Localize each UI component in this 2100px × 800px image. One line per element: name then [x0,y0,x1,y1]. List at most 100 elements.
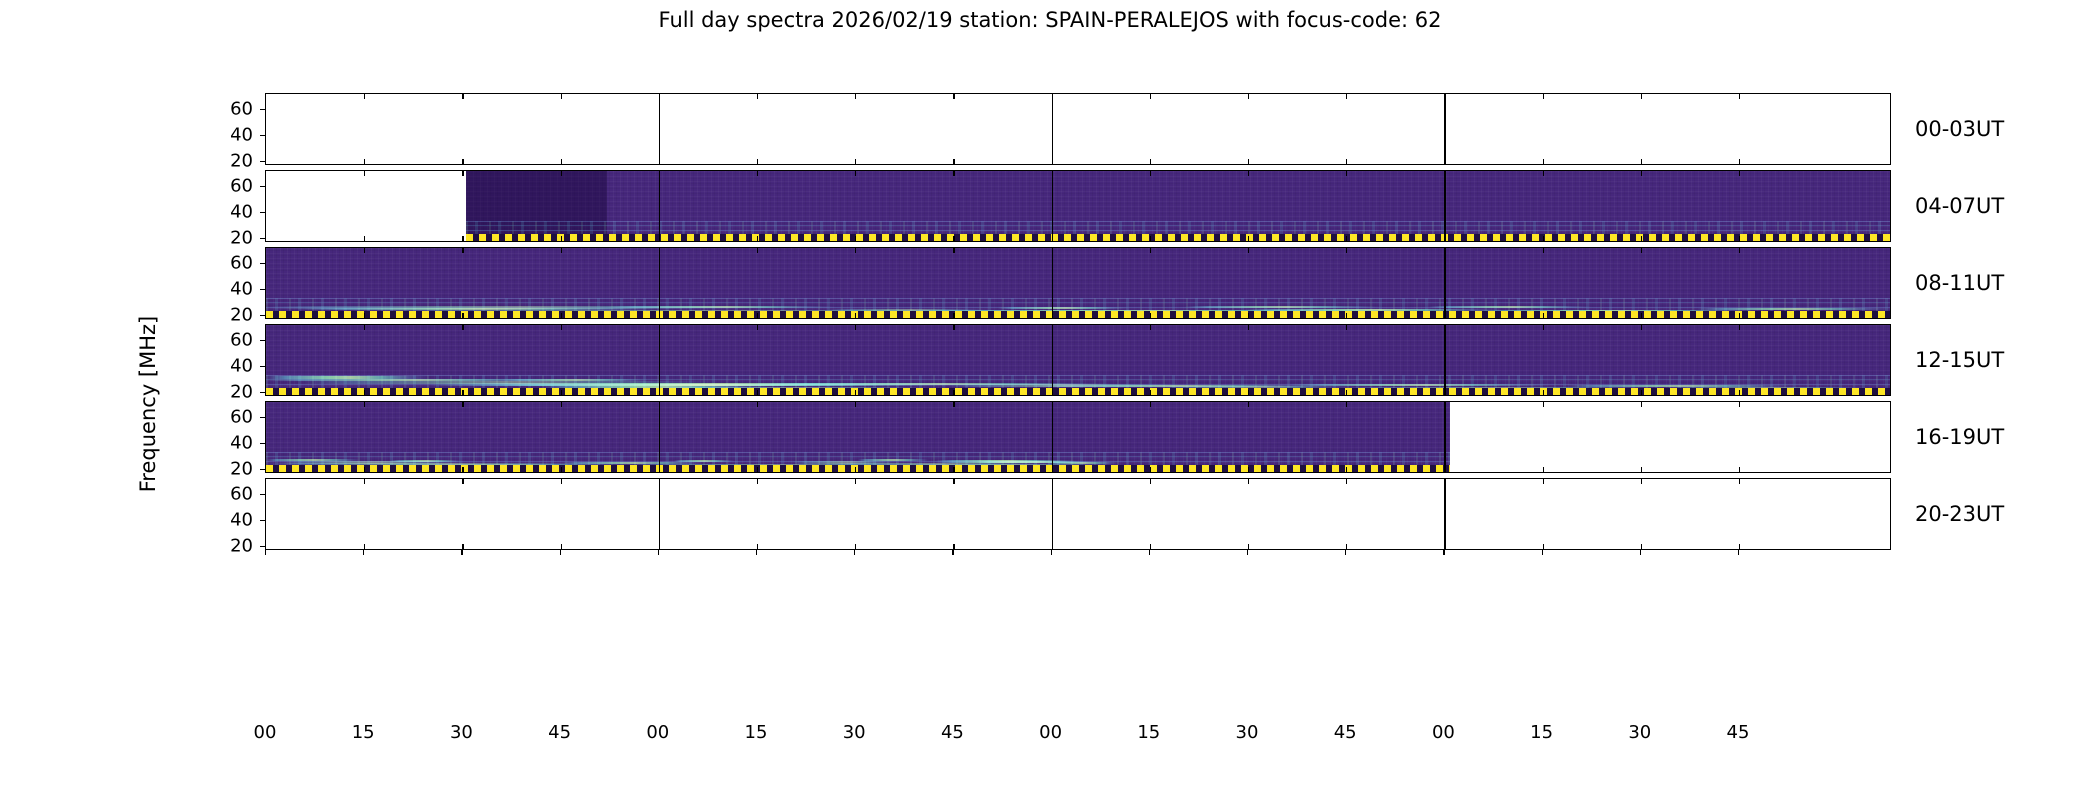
x-tick-top [364,248,366,253]
x-tick-mark [756,550,758,555]
x-tick-mark [854,550,856,555]
spectrogram-texture [465,171,1890,241]
panel-plot-area [266,479,1890,549]
x-tick-bottom [462,390,464,395]
hour-separator-line [1051,402,1053,472]
hour-separator-line [658,402,661,472]
x-tick-bottom [1542,236,1544,241]
x-tick-top [1149,325,1152,330]
baseline-marker-strip [266,388,1890,395]
hour-separator-line [658,479,661,549]
hour-separator-line [1051,479,1053,549]
x-tick-bottom [1739,467,1741,472]
x-tick-bottom [855,467,857,472]
y-tick-mark [260,340,265,342]
y-tick-mark [260,546,265,548]
panel-plot-area [266,94,1890,164]
y-tick-label: 60 [230,329,253,351]
signal-streak [607,305,836,308]
panel-time-label-16-19ut: 16-19UT [1915,425,2005,449]
signal-streak [934,459,1077,463]
spectrogram-panel-20-23ut [265,478,1891,550]
x-tick-bottom [1542,467,1544,472]
y-tick-mark [260,289,265,291]
signal-streak [266,376,429,380]
spectrogram-panel-16-19ut [265,401,1891,473]
signal-streak [1696,307,1890,310]
y-tick-mark [260,469,265,471]
x-tick-top [1640,325,1643,330]
x-tick-mark [559,550,561,555]
y-tick-mark [260,315,265,317]
y-tick-label: 20 [230,227,253,249]
hour-separator-line [1051,171,1053,241]
x-tick-bottom [560,467,562,472]
x-tick-top [855,171,857,176]
x-tick-mark [461,550,463,555]
y-tick-label: 40 [230,432,253,454]
spectrogram-image [266,402,1450,472]
x-tick-top [560,325,562,330]
x-tick-bottom [1346,159,1348,164]
x-tick-bottom [1640,544,1643,549]
x-tick-label: 15 [351,722,375,743]
x-tick-top [757,325,759,330]
panel-time-label-20-23ut: 20-23UT [1915,502,2005,526]
x-tick-bottom [1739,390,1741,395]
y-tick-mark [260,186,265,188]
x-tick-top [1542,402,1544,407]
y-tick-label: 60 [230,252,253,274]
signal-streak [792,461,900,465]
x-tick-top [1346,248,1348,253]
x-tick-top [953,171,955,176]
spectrogram-image [266,248,1890,318]
x-tick-top [953,402,955,407]
x-tick-bottom [757,159,759,164]
y-tick-mark [260,238,265,240]
x-tick-top [1542,479,1544,484]
x-tick-top [1739,94,1741,99]
x-tick-bottom [560,390,562,395]
x-tick-label: 00 [1039,722,1063,743]
x-tick-mark [1738,550,1740,555]
y-tick-label: 60 [230,175,253,197]
x-tick-bottom [1149,544,1152,549]
x-tick-top [1640,479,1643,484]
y-tick-mark [260,366,265,368]
x-tick-bottom [855,390,857,395]
x-tick-top [953,248,955,253]
x-tick-label: 45 [548,722,572,743]
x-tick-top [1542,325,1544,330]
x-tick-top [855,94,857,99]
y-tick-label: 20 [230,381,253,403]
y-tick-label: 60 [230,483,253,505]
x-tick-top [757,248,759,253]
x-tick-top [1248,402,1250,407]
signal-streak [266,305,754,309]
x-tick-bottom [560,236,562,241]
x-tick-mark [1247,550,1249,555]
x-tick-mark [1050,550,1052,555]
signal-streak [501,379,649,382]
panel-plot-area [266,171,1890,241]
x-tick-bottom [757,467,759,472]
x-tick-bottom [1248,159,1250,164]
x-tick-bottom [462,467,464,472]
x-tick-bottom [1346,467,1348,472]
baseline-marker-strip [266,465,1450,472]
x-tick-bottom [855,159,857,164]
x-tick-bottom [1149,467,1152,472]
signal-streak [561,461,704,464]
x-tick-top [757,479,759,484]
x-tick-label: 30 [1628,722,1652,743]
x-tick-top [364,325,366,330]
hour-separator-line [1051,94,1053,164]
x-tick-top [1149,479,1152,484]
x-tick-mark [1148,550,1151,555]
x-tick-top [855,248,857,253]
x-tick-bottom [1346,236,1348,241]
x-tick-top [855,479,857,484]
x-tick-bottom [364,236,366,241]
x-tick-bottom [462,159,464,164]
x-tick-bottom [1346,313,1348,318]
